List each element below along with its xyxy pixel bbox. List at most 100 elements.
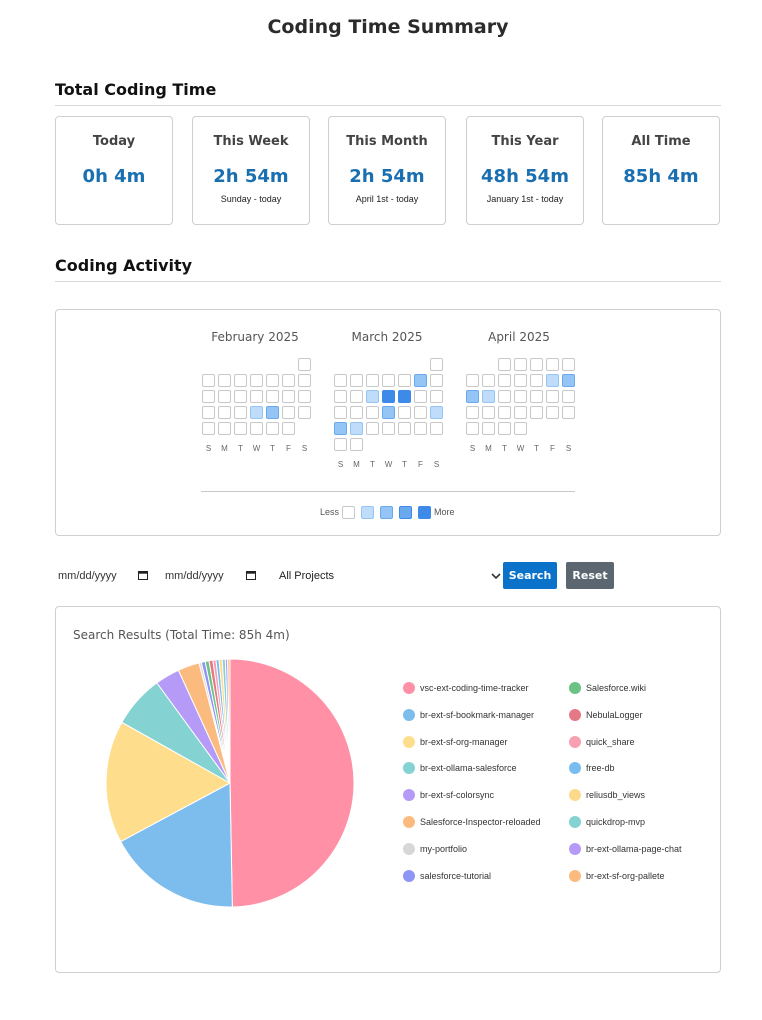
heatmap-day-cell[interactable]: [514, 422, 527, 435]
heatmap-day-cell[interactable]: [202, 406, 215, 419]
project-select[interactable]: All Projects: [279, 562, 501, 590]
heatmap-day-cell[interactable]: [218, 390, 231, 403]
heatmap-day-cell[interactable]: [562, 406, 575, 419]
pie-slice-br-ext-sf-org-pallete[interactable]: [227, 658, 231, 784]
pie-slice-vsc-ext-coding-time-tracker[interactable]: [229, 658, 355, 908]
heatmap-day-cell[interactable]: [350, 438, 363, 451]
heatmap-day-cell[interactable]: [298, 406, 311, 419]
heatmap-day-cell[interactable]: [482, 390, 495, 403]
heatmap-day-cell[interactable]: [530, 374, 543, 387]
heatmap-day-cell[interactable]: [250, 374, 263, 387]
heatmap-day-cell[interactable]: [266, 374, 279, 387]
heatmap-day-cell[interactable]: [514, 358, 527, 371]
heatmap-day-cell[interactable]: [282, 406, 295, 419]
heatmap-day-cell[interactable]: [334, 422, 347, 435]
heatmap-day-cell[interactable]: [562, 374, 575, 387]
heatmap-day-cell[interactable]: [414, 406, 427, 419]
heatmap-day-cell[interactable]: [266, 422, 279, 435]
calendar-icon[interactable]: [138, 570, 148, 580]
heatmap-day-cell[interactable]: [282, 374, 295, 387]
heatmap-day-cell[interactable]: [234, 374, 247, 387]
heatmap-day-cell[interactable]: [498, 406, 511, 419]
heatmap-day-cell[interactable]: [430, 374, 443, 387]
heatmap-day-cell[interactable]: [234, 422, 247, 435]
heatmap-day-cell[interactable]: [498, 374, 511, 387]
heatmap-day-cell[interactable]: [334, 406, 347, 419]
heatmap-day-cell[interactable]: [266, 406, 279, 419]
heatmap-day-cell[interactable]: [530, 358, 543, 371]
heatmap-day-cell[interactable]: [350, 406, 363, 419]
heatmap-day-cell[interactable]: [398, 374, 411, 387]
heatmap-day-cell[interactable]: [430, 390, 443, 403]
heatmap-day-cell[interactable]: [398, 422, 411, 435]
heatmap-day-cell[interactable]: [498, 358, 511, 371]
end-date-input[interactable]: mm/dd/yyyy: [165, 562, 265, 590]
pie-slice-br-ext-sf-bookmark-manager[interactable]: [120, 782, 233, 908]
heatmap-day-cell[interactable]: [202, 390, 215, 403]
heatmap-day-cell[interactable]: [366, 374, 379, 387]
heatmap-day-cell[interactable]: [482, 374, 495, 387]
heatmap-day-cell[interactable]: [482, 406, 495, 419]
heatmap-day-cell[interactable]: [546, 374, 559, 387]
search-button[interactable]: Search: [503, 562, 557, 589]
heatmap-day-cell[interactable]: [466, 406, 479, 419]
heatmap-day-cell[interactable]: [530, 406, 543, 419]
heatmap-day-cell[interactable]: [250, 390, 263, 403]
heatmap-day-cell[interactable]: [298, 390, 311, 403]
heatmap-day-cell[interactable]: [366, 422, 379, 435]
heatmap-day-cell[interactable]: [466, 390, 479, 403]
heatmap-day-cell[interactable]: [498, 390, 511, 403]
heatmap-day-cell[interactable]: [414, 390, 427, 403]
reset-button[interactable]: Reset: [566, 562, 614, 589]
heatmap-day-cell[interactable]: [298, 358, 311, 371]
heatmap-day-cell[interactable]: [334, 374, 347, 387]
heatmap-day-cell[interactable]: [382, 374, 395, 387]
heatmap-day-cell[interactable]: [514, 374, 527, 387]
start-date-input[interactable]: mm/dd/yyyy: [58, 562, 158, 590]
heatmap-day-cell[interactable]: [234, 406, 247, 419]
heatmap-day-cell[interactable]: [562, 390, 575, 403]
heatmap-day-cell[interactable]: [466, 422, 479, 435]
heatmap-day-cell[interactable]: [546, 358, 559, 371]
heatmap-day-cell[interactable]: [546, 406, 559, 419]
heatmap-day-cell[interactable]: [514, 390, 527, 403]
heatmap-day-cell[interactable]: [366, 406, 379, 419]
heatmap-day-cell[interactable]: [398, 406, 411, 419]
heatmap-day-cell[interactable]: [382, 390, 395, 403]
heatmap-day-cell[interactable]: [266, 390, 279, 403]
heatmap-day-cell[interactable]: [366, 390, 379, 403]
heatmap-day-cell[interactable]: [234, 390, 247, 403]
heatmap-day-cell[interactable]: [250, 422, 263, 435]
heatmap-day-cell[interactable]: [482, 422, 495, 435]
heatmap-day-cell[interactable]: [218, 374, 231, 387]
heatmap-day-cell[interactable]: [514, 406, 527, 419]
heatmap-day-cell[interactable]: [430, 406, 443, 419]
heatmap-day-cell[interactable]: [466, 374, 479, 387]
heatmap-day-cell[interactable]: [350, 422, 363, 435]
heatmap-day-cell[interactable]: [414, 422, 427, 435]
heatmap-day-cell[interactable]: [202, 374, 215, 387]
heatmap-day-cell[interactable]: [430, 422, 443, 435]
heatmap-day-cell[interactable]: [530, 390, 543, 403]
heatmap-day-cell[interactable]: [282, 422, 295, 435]
heatmap-day-cell[interactable]: [350, 390, 363, 403]
heatmap-day-cell[interactable]: [298, 374, 311, 387]
heatmap-day-cell[interactable]: [498, 422, 511, 435]
heatmap-day-cell[interactable]: [282, 390, 295, 403]
heatmap-day-cell[interactable]: [218, 406, 231, 419]
heatmap-day-cell[interactable]: [334, 438, 347, 451]
heatmap-day-cell[interactable]: [398, 390, 411, 403]
heatmap-day-cell[interactable]: [350, 374, 363, 387]
pie-slice-br-ext-sf-org-manager[interactable]: [105, 721, 232, 843]
heatmap-day-cell[interactable]: [250, 406, 263, 419]
calendar-icon[interactable]: [246, 570, 256, 580]
heatmap-day-cell[interactable]: [562, 358, 575, 371]
heatmap-day-cell[interactable]: [546, 390, 559, 403]
heatmap-day-cell[interactable]: [218, 422, 231, 435]
heatmap-day-cell[interactable]: [382, 406, 395, 419]
heatmap-day-cell[interactable]: [430, 358, 443, 371]
heatmap-day-cell[interactable]: [414, 374, 427, 387]
heatmap-day-cell[interactable]: [202, 422, 215, 435]
heatmap-day-cell[interactable]: [334, 390, 347, 403]
heatmap-day-cell[interactable]: [382, 422, 395, 435]
